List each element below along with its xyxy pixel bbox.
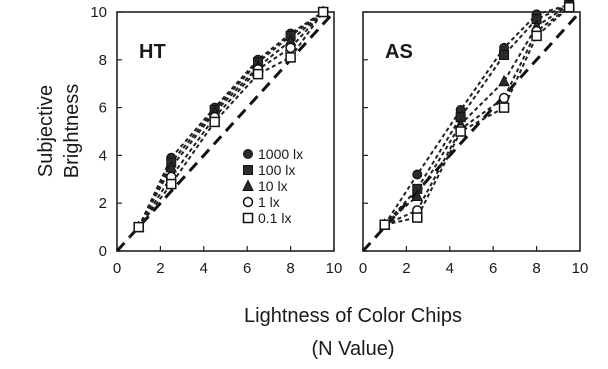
series-100-lx	[379, 0, 575, 230]
series-line	[137, 11, 324, 228]
y-axis-title-line: Brightness	[61, 84, 83, 179]
series-line	[137, 11, 324, 228]
plot-frame	[362, 11, 581, 252]
data-point	[499, 50, 510, 61]
data-point	[285, 52, 296, 63]
y-tick-label: 4	[99, 147, 107, 164]
series-0-1-lx	[133, 6, 329, 233]
plot-frame	[116, 11, 335, 252]
series-10-lx	[378, 0, 575, 230]
legend-label: 1 lx	[258, 194, 280, 210]
data-point	[498, 74, 510, 87]
data-point	[285, 42, 296, 54]
data-point	[498, 102, 510, 113]
legend-label: 10 lx	[258, 178, 288, 194]
x-tick-label: 4	[446, 260, 454, 277]
panel-as: 0 2 4 6 8 10 AS	[359, 0, 589, 277]
data-point	[531, 30, 542, 42]
series-0-1-lx	[379, 1, 575, 230]
y-tick-label: 10	[90, 4, 107, 21]
y-tick-label: 6	[99, 100, 107, 117]
data-point	[412, 212, 423, 223]
legend-marker	[242, 196, 254, 208]
legend-marker	[243, 165, 253, 175]
series-line	[384, 6, 570, 226]
data-point	[411, 189, 424, 202]
x-tick-label: 10	[326, 260, 343, 277]
panel-label: AS	[385, 41, 413, 63]
series-line	[384, 6, 570, 226]
panel-ht: 0 2 4 6 8 10 0 2 4 6 8 10 HT	[90, 4, 342, 277]
x-tick-label: 8	[286, 260, 294, 277]
x-tick-label: 6	[489, 260, 497, 277]
x-axis-title-line: (N Value)	[312, 338, 395, 360]
x-tick-label: 2	[402, 260, 410, 277]
x-axis-title-line: Lightness of Color Chips	[244, 305, 462, 327]
series-line	[383, 3, 570, 226]
data-point	[563, 1, 575, 13]
legend-marker	[242, 179, 254, 191]
series-line	[137, 11, 324, 228]
x-tick-label: 2	[156, 260, 164, 277]
data-point	[133, 221, 144, 233]
data-point	[412, 169, 423, 180]
panel-label: HT	[139, 41, 166, 63]
legend-label: 1000 lx	[258, 146, 303, 162]
y-axis-title: Subjective Brightness	[35, 84, 83, 179]
x-tick-label: 0	[113, 260, 121, 277]
data-point	[455, 126, 466, 137]
y-tick-label: 8	[99, 52, 107, 69]
x-tick-label: 8	[532, 260, 540, 277]
x-tick-label: 0	[359, 260, 367, 277]
legend-marker	[242, 212, 254, 224]
y-axis-title-line: Subjective	[35, 85, 57, 177]
series-line	[137, 11, 324, 228]
x-tick-label: 6	[243, 260, 251, 277]
data-point	[209, 116, 220, 128]
x-tick-label: 4	[200, 260, 208, 277]
y-tick-label: 0	[99, 243, 107, 260]
legend-label: 100 lx	[258, 162, 295, 178]
series-1-lx	[379, 1, 575, 230]
y-tick-label: 2	[99, 195, 107, 212]
data-point	[252, 68, 264, 80]
legend-marker	[243, 149, 253, 159]
series-1000-lx	[379, 0, 575, 230]
data-point	[379, 219, 390, 230]
data-point	[498, 92, 510, 104]
x-tick-label: 10	[572, 260, 589, 277]
series-line	[383, 3, 570, 226]
data-point	[166, 178, 177, 190]
data-point	[317, 6, 329, 18]
series-line	[137, 11, 324, 228]
legend-label: 0.1 lx	[258, 210, 291, 226]
